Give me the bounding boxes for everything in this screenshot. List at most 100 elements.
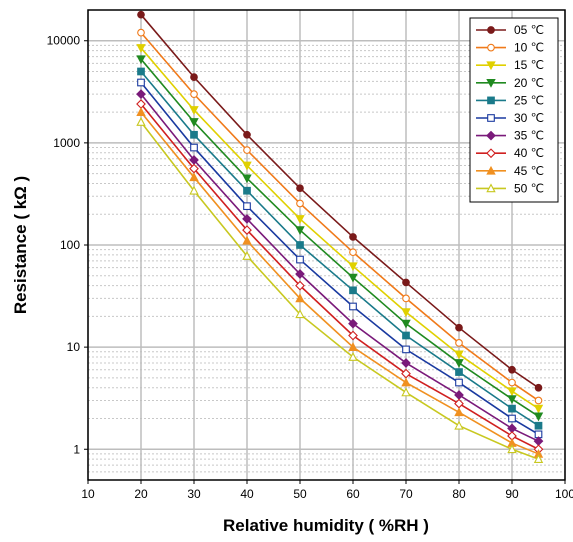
data-point xyxy=(242,251,252,260)
data-point xyxy=(137,78,145,87)
y-tick-label: 10000 xyxy=(47,34,81,48)
data-point xyxy=(348,262,358,272)
y-tick-label: 1000 xyxy=(53,136,80,150)
data-point xyxy=(189,118,199,127)
data-point xyxy=(486,130,496,141)
data-point xyxy=(455,368,463,376)
legend-label: 40 ℃ xyxy=(514,146,544,160)
legend-label: 10 ℃ xyxy=(514,41,544,55)
data-point xyxy=(296,184,304,193)
y-axis-ticks: 1 10 100 1000 10000 xyxy=(47,34,88,456)
legend-label: 30 ℃ xyxy=(514,111,544,125)
data-point xyxy=(296,199,304,208)
legend: 05 ℃ 10 ℃ 15 ℃ 20 ℃ 25 ℃ 30 ℃ 35 ℃ 40 ℃ 45 ℃ 50 ℃ xyxy=(469,17,559,203)
data-point xyxy=(402,345,410,354)
legend-label: 20 ℃ xyxy=(514,76,544,90)
data-point xyxy=(189,106,199,115)
y-axis-title: Resistance ( kΩ ) xyxy=(11,176,30,314)
data-point xyxy=(136,117,146,126)
x-tick-label: 20 xyxy=(134,487,148,501)
data-point xyxy=(455,339,463,347)
data-point xyxy=(348,330,358,341)
data-point xyxy=(296,241,304,249)
data-point xyxy=(402,294,410,303)
data-point xyxy=(136,89,146,100)
x-tick-label: 70 xyxy=(399,487,413,501)
data-point xyxy=(508,378,516,387)
data-point xyxy=(295,269,305,279)
data-point xyxy=(349,248,357,257)
data-point xyxy=(508,404,516,413)
data-point xyxy=(349,302,357,311)
data-point xyxy=(296,255,304,264)
data-point xyxy=(242,225,252,235)
data-point xyxy=(348,342,358,351)
data-point xyxy=(402,278,410,287)
data-point xyxy=(243,130,251,139)
data-point xyxy=(533,412,544,422)
data-point xyxy=(295,309,305,319)
data-point xyxy=(190,130,198,139)
data-point xyxy=(401,308,411,318)
data-point xyxy=(534,383,543,392)
data-point xyxy=(136,44,146,53)
data-point xyxy=(533,454,544,464)
x-tick-label: 60 xyxy=(346,487,360,501)
legend-label: 15 ℃ xyxy=(514,58,544,72)
data-point xyxy=(190,143,198,152)
data-point xyxy=(455,323,463,332)
data-point xyxy=(507,444,517,454)
data-point xyxy=(243,202,251,211)
y-tick-label: 10 xyxy=(67,340,81,354)
x-tick-label: 50 xyxy=(293,487,307,501)
data-point xyxy=(243,186,251,195)
data-point xyxy=(349,233,357,241)
data-point xyxy=(349,286,357,295)
data-point xyxy=(136,55,146,65)
data-point xyxy=(137,10,145,19)
legend-label: 45 ℃ xyxy=(514,164,544,178)
x-tick-label: 30 xyxy=(187,487,201,501)
data-point xyxy=(137,67,145,76)
data-point xyxy=(402,331,410,340)
x-tick-label: 100 xyxy=(555,487,573,501)
data-point xyxy=(507,395,517,405)
legend-label: 05 ℃ xyxy=(514,23,544,37)
x-tick-label: 80 xyxy=(452,487,466,501)
x-axis-title: Relative humidity ( %RH ) xyxy=(223,516,429,535)
data-point xyxy=(487,96,495,105)
data-point xyxy=(454,420,464,430)
legend-label: 25 ℃ xyxy=(514,93,544,107)
data-point xyxy=(401,319,411,329)
data-point xyxy=(508,414,516,423)
data-point xyxy=(533,404,544,414)
data-point xyxy=(508,365,516,374)
series-markers xyxy=(136,10,544,464)
data-point xyxy=(295,226,305,236)
data-point xyxy=(189,172,199,182)
x-tick-label: 40 xyxy=(240,487,254,501)
data-point xyxy=(486,183,496,193)
x-axis-ticks: 10 20 30 40 50 60 70 80 90 100 xyxy=(81,480,573,501)
data-point xyxy=(487,114,495,122)
data-point xyxy=(534,396,543,405)
data-point xyxy=(242,235,252,245)
data-point xyxy=(295,215,305,224)
data-point xyxy=(486,61,496,71)
x-tick-label: 10 xyxy=(81,487,95,501)
data-point xyxy=(486,165,496,175)
data-point xyxy=(401,358,411,368)
data-point xyxy=(242,161,252,171)
data-point xyxy=(136,107,146,116)
data-point xyxy=(487,26,495,34)
data-point xyxy=(348,318,358,329)
data-point xyxy=(454,407,464,417)
data-point xyxy=(243,146,251,154)
data-point xyxy=(454,350,464,360)
data-point xyxy=(242,174,252,184)
data-point xyxy=(295,293,305,303)
data-point xyxy=(454,359,464,368)
data-point xyxy=(242,214,252,224)
data-point xyxy=(189,185,199,195)
